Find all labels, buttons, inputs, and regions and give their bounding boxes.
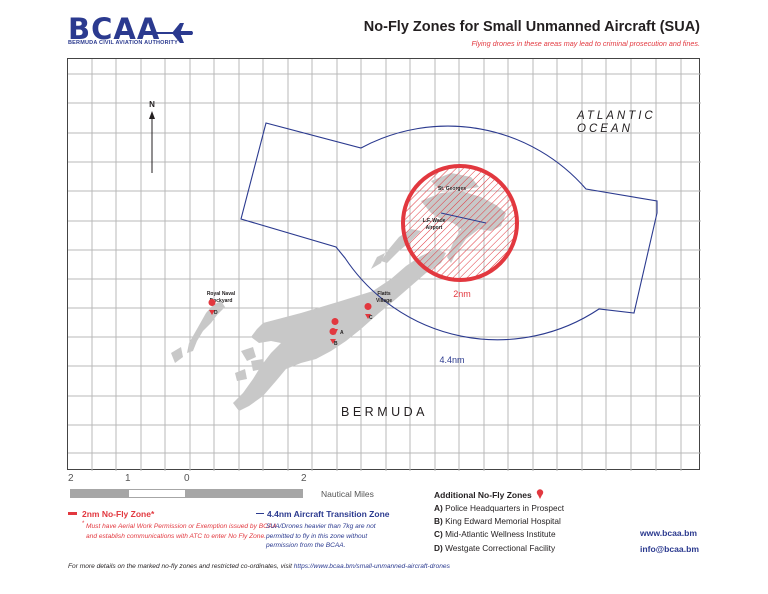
additional-zones-title: Additional No-Fly Zones <box>434 489 544 500</box>
airport-runway <box>440 212 487 224</box>
page-title: No-Fly Zones for Small Unmanned Aircraft… <box>363 19 700 35</box>
scale-tick-3: 2 <box>301 473 307 484</box>
scale-segment-gray-2 <box>186 489 303 498</box>
zone-item-b: B) King Edward Memorial Hospital <box>434 516 561 527</box>
no-fly-map: St. Georges L.F. Wade Airport Flatts Vil… <box>68 59 701 471</box>
logo-subtitle: BERMUDA CIVIL AVIATION AUTHORITY <box>68 40 178 46</box>
no-fly-zone-circle <box>401 164 519 282</box>
marker-c-icon: C <box>364 303 373 321</box>
airplane-icon <box>150 23 193 43</box>
legend-no-fly-title: 2nm No-Fly Zone* <box>82 509 155 519</box>
svg-text:D: D <box>214 310 218 316</box>
scale-tick-0: 2 <box>68 473 74 484</box>
legend-transition-note: SUA/Drones heavier than 7kg are not perm… <box>266 523 376 549</box>
website-link[interactable]: www.bcaa.bm <box>640 528 697 538</box>
scale-tick-2: 0 <box>184 473 190 484</box>
label-dockyard-2: Dockyard <box>210 298 233 304</box>
label-flatts-1: Flatts <box>377 291 391 297</box>
svg-text:A: A <box>340 330 344 336</box>
svg-text:C: C <box>369 315 373 321</box>
map-frame: St. Georges L.F. Wade Airport Flatts Vil… <box>67 58 701 471</box>
asterisk: * <box>82 521 85 527</box>
footer-note: For more details on the marked no-fly zo… <box>68 563 450 570</box>
label-airport-2: Airport <box>426 225 443 231</box>
svg-text:B: B <box>334 341 338 347</box>
marker-b-icon: B <box>329 328 338 347</box>
no-fly-radius-label: 2nm <box>453 289 471 299</box>
ocean-label-1: ATLANTIC <box>576 110 656 122</box>
transition-zone-boundary <box>240 122 658 341</box>
red-zone-swatch <box>68 512 77 515</box>
zone-item-d: D) Westgate Correctional Facility <box>434 542 556 553</box>
label-st-georges: St. Georges <box>438 186 466 192</box>
scale-tick-1: 1 <box>125 473 131 484</box>
scale-unit: Nautical Miles <box>321 489 374 499</box>
footer-link[interactable]: https://www.bcaa.bm/small-unmanned-aircr… <box>293 563 450 570</box>
bcaa-logo: BCAA <box>68 14 160 44</box>
blue-zone-swatch <box>256 513 264 515</box>
svg-text:N: N <box>149 100 155 109</box>
transition-radius-label: 4.4nm <box>439 355 464 365</box>
zone-item-c: C) Mid-Atlantic Wellness Institute <box>434 529 556 540</box>
island-label: BERMUDA <box>341 405 428 419</box>
email-link[interactable]: info@bcaa.bm <box>640 544 699 554</box>
logo-text: BCAA <box>68 12 161 46</box>
label-flatts-2: Village <box>376 298 392 304</box>
zone-item-a: A) Police Headquarters in Prospect <box>434 503 565 513</box>
scale-segment-gray-1 <box>70 489 128 498</box>
map-pin-icon <box>536 489 544 499</box>
ocean-label-2: OCEAN <box>577 123 633 135</box>
legend-no-fly-note: Must have Aerial Work Permission or Exem… <box>86 523 277 540</box>
label-dockyard-1: Royal Naval <box>207 291 236 297</box>
marker-d-icon: D <box>208 299 218 316</box>
north-arrow-icon: N <box>149 100 155 173</box>
label-airport-1: L.F. Wade <box>423 218 446 224</box>
additional-zones-list: A) Police Headquarters in Prospect B) Ki… <box>434 502 564 555</box>
page-subtitle: Flying drones in these areas may lead to… <box>471 39 700 48</box>
scale-segment-white <box>128 489 186 498</box>
legend-transition-title: 4.4nm Aircraft Transition Zone <box>267 509 390 519</box>
